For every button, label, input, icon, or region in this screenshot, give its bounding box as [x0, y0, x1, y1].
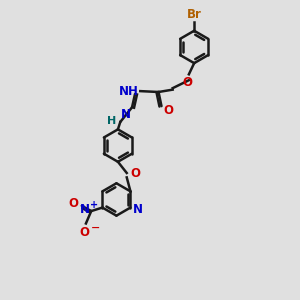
Text: N: N [80, 203, 89, 216]
Text: Br: Br [187, 8, 202, 21]
Text: O: O [69, 197, 79, 210]
Text: +: + [90, 200, 98, 210]
Text: NH: NH [119, 85, 139, 98]
Text: N: N [133, 202, 143, 215]
Text: O: O [182, 76, 192, 89]
Text: N: N [121, 109, 131, 122]
Text: O: O [80, 226, 89, 239]
Text: O: O [163, 104, 173, 117]
Text: −: − [91, 223, 101, 232]
Text: H: H [106, 116, 116, 126]
Text: O: O [130, 167, 140, 180]
